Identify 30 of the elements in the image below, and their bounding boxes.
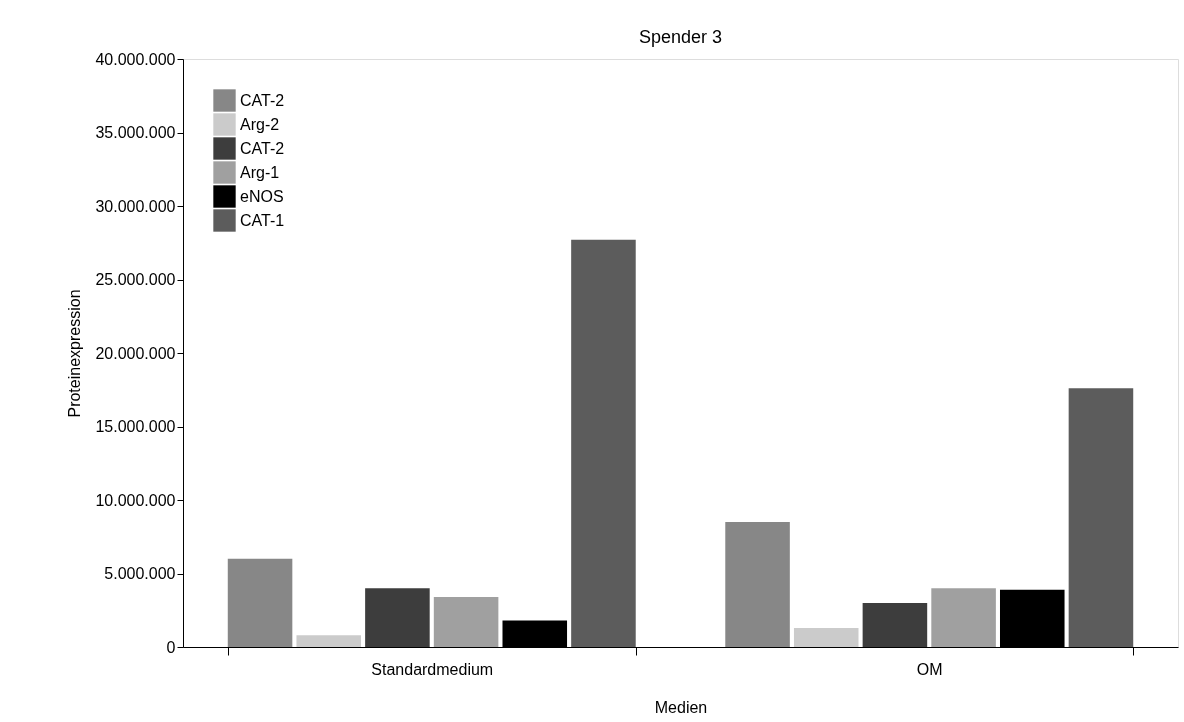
y-tick-label: 5.000.000	[104, 565, 176, 582]
y-tick-label: 15.000.000	[95, 418, 176, 435]
legend-label: Arg-2	[240, 115, 280, 133]
legend-label: CAT-2	[240, 91, 285, 109]
x-tick-label: Standardmedium	[371, 660, 494, 678]
bar	[725, 522, 790, 647]
bar	[1068, 388, 1134, 647]
x-tick-label: OM	[916, 660, 943, 678]
bar	[793, 627, 859, 647]
y-tick-label: 20.000.000	[95, 344, 176, 362]
bar	[571, 239, 636, 647]
bar	[365, 588, 430, 647]
y-tick-label: 40.000.000	[95, 50, 176, 68]
y-tick-label: 10.000.000	[95, 491, 176, 509]
y-tick-label: 30.000.000	[95, 197, 176, 215]
y-axis-title: Proteinexpression	[66, 289, 84, 418]
y-tick-label: 25.000.000	[95, 271, 176, 288]
bar	[227, 558, 293, 647]
chart-title: Spender 3	[638, 27, 723, 47]
legend-label: eNOS	[240, 187, 284, 205]
x-axis-title: Medien	[654, 698, 708, 716]
legend-label: Arg-1	[240, 163, 280, 181]
bar	[433, 597, 499, 647]
bar	[931, 588, 996, 647]
legend-label: CAT-2	[240, 139, 285, 157]
y-tick-label: 35.000.000	[95, 124, 176, 141]
legend-label: CAT-1	[240, 211, 285, 229]
y-tick-label: 0	[166, 638, 176, 656]
bar	[296, 635, 362, 647]
bar	[862, 602, 928, 647]
